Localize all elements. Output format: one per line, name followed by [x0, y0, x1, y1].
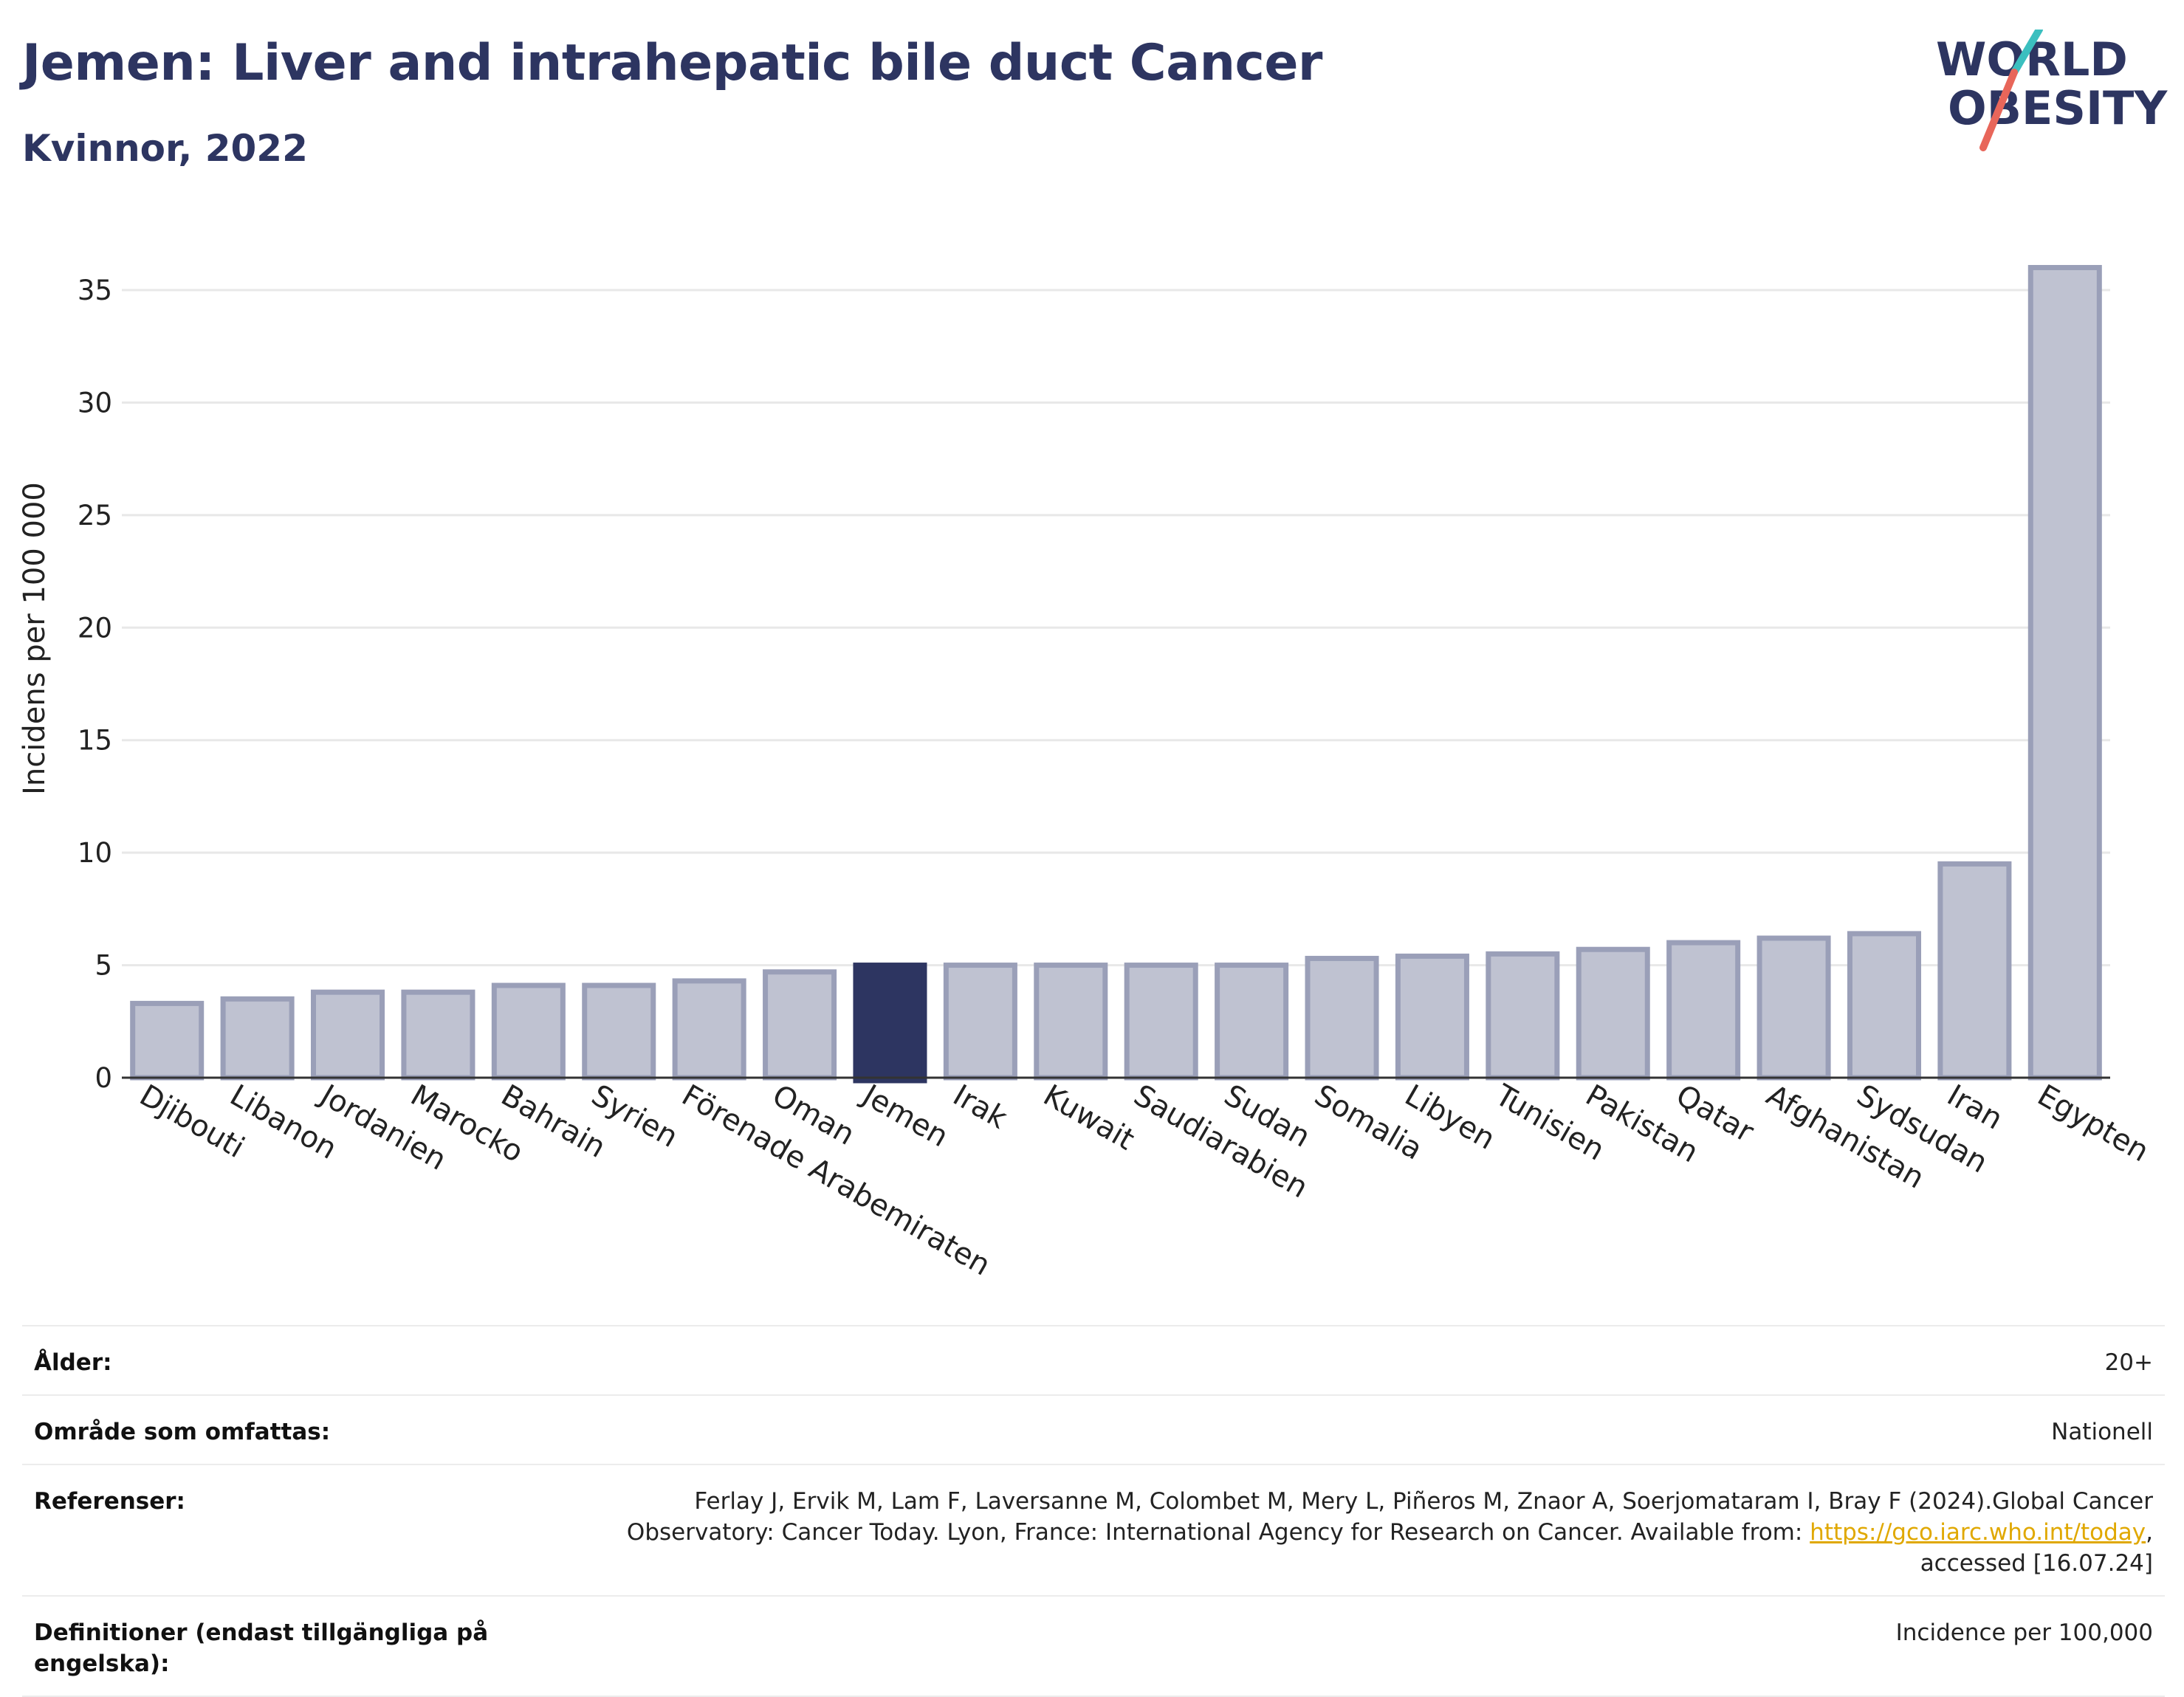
- x-tick-label: Egypten: [2032, 1078, 2154, 1169]
- x-tick-label: Jemen: [855, 1077, 954, 1154]
- definitions-label: Definitioner (endast tillgängliga på eng…: [34, 1619, 489, 1677]
- bar-bahrain[interactable]: [491, 982, 566, 1081]
- bar-chart: 0 5 10 15 20 25 30 35 DjiboutiLibanonJordanienM…: [18, 264, 2154, 1283]
- page-title: Jemen: Liver and intrahepatic bile duct …: [22, 34, 1322, 92]
- info-row-area: Område som omfattas: Nationell: [22, 1394, 2165, 1464]
- y-tick-label: 20: [78, 612, 112, 644]
- bar-djibouti[interactable]: [130, 1000, 205, 1081]
- bar-kuwait[interactable]: [1034, 963, 1108, 1081]
- info-table: Ålder: 20+ Område som omfattas: Nationel…: [22, 1325, 2165, 1697]
- age-value: 20+: [2104, 1349, 2153, 1376]
- logo-slash-teal: [2010, 30, 2043, 76]
- bar-libanon[interactable]: [220, 996, 295, 1081]
- world-obesity-logo: WORLD OBESITY: [1936, 30, 2168, 151]
- bar-sudan[interactable]: [1215, 963, 1289, 1081]
- bar-tunisien[interactable]: [1486, 951, 1560, 1081]
- bar-jemen[interactable]: [853, 963, 927, 1084]
- y-tick-label: 5: [95, 950, 112, 982]
- bar-syrien[interactable]: [582, 982, 656, 1081]
- bar-saudiarabien[interactable]: [1124, 963, 1198, 1081]
- logo-line2: OBESITY: [1948, 81, 2168, 135]
- bar-iran[interactable]: [1937, 861, 2012, 1081]
- bar-sydsudan[interactable]: [1847, 931, 1921, 1081]
- info-row-age: Ålder: 20+: [22, 1325, 2165, 1394]
- references-text-1: Ferlay J, Ervik M, Lam F, Laversanne M, …: [626, 1488, 2153, 1546]
- x-tick-label: Kuwait: [1037, 1078, 1140, 1157]
- y-tick-label: 25: [78, 500, 112, 531]
- bar-förenade-arabemiraten[interactable]: [672, 978, 746, 1081]
- bar-oman[interactable]: [763, 969, 837, 1081]
- area-value: Nationell: [2051, 1419, 2153, 1445]
- references-text-2: , accessed [16.07.24]: [1920, 1519, 2153, 1577]
- bar-afghanistan[interactable]: [1757, 935, 1831, 1081]
- y-axis-label: Incidens per 100 000: [18, 482, 52, 795]
- area-label: Område som omfattas:: [34, 1419, 331, 1445]
- info-row-references: Referenser: Ferlay J, Ervik M, Lam F, La…: [22, 1464, 2165, 1595]
- bar-libyen[interactable]: [1395, 953, 1469, 1081]
- age-label: Ålder:: [34, 1349, 112, 1376]
- x-tick-label: Djibouti: [134, 1078, 250, 1165]
- bar-somalia[interactable]: [1305, 955, 1379, 1081]
- bar-qatar[interactable]: [1666, 940, 1741, 1081]
- info-row-definitions: Definitioner (endast tillgängliga på eng…: [22, 1595, 2165, 1697]
- page-subtitle: Kvinnor, 2022: [22, 127, 308, 170]
- y-tick-label: 30: [78, 387, 112, 419]
- y-tick-label: 35: [78, 275, 112, 306]
- y-tick-label: 15: [78, 725, 112, 757]
- x-axis-ticks: DjiboutiLibanonJordanienMarockoBahrainSy…: [134, 1077, 2154, 1282]
- references-link[interactable]: https://gco.iarc.who.int/today: [1810, 1519, 2146, 1546]
- definitions-value: Incidence per 100,000: [1895, 1619, 2153, 1646]
- bar-pakistan[interactable]: [1576, 946, 1650, 1081]
- references-label: Referenser:: [34, 1488, 185, 1515]
- bar-marocko[interactable]: [401, 989, 475, 1081]
- bar-jordanien[interactable]: [311, 989, 385, 1081]
- bars: [130, 264, 2102, 1084]
- bar-irak[interactable]: [943, 963, 1017, 1081]
- y-tick-label: 10: [78, 837, 112, 869]
- bar-egypten[interactable]: [2027, 264, 2102, 1081]
- y-axis-ticks: 0 5 10 15 20 25 30 35: [78, 275, 112, 1094]
- x-tick-label: Irak: [947, 1078, 1013, 1136]
- y-tick-label: 0: [95, 1062, 112, 1094]
- references-value: Ferlay J, Ervik M, Lam F, Laversanne M, …: [566, 1486, 2153, 1579]
- logo-slash-coral: [1979, 69, 2018, 151]
